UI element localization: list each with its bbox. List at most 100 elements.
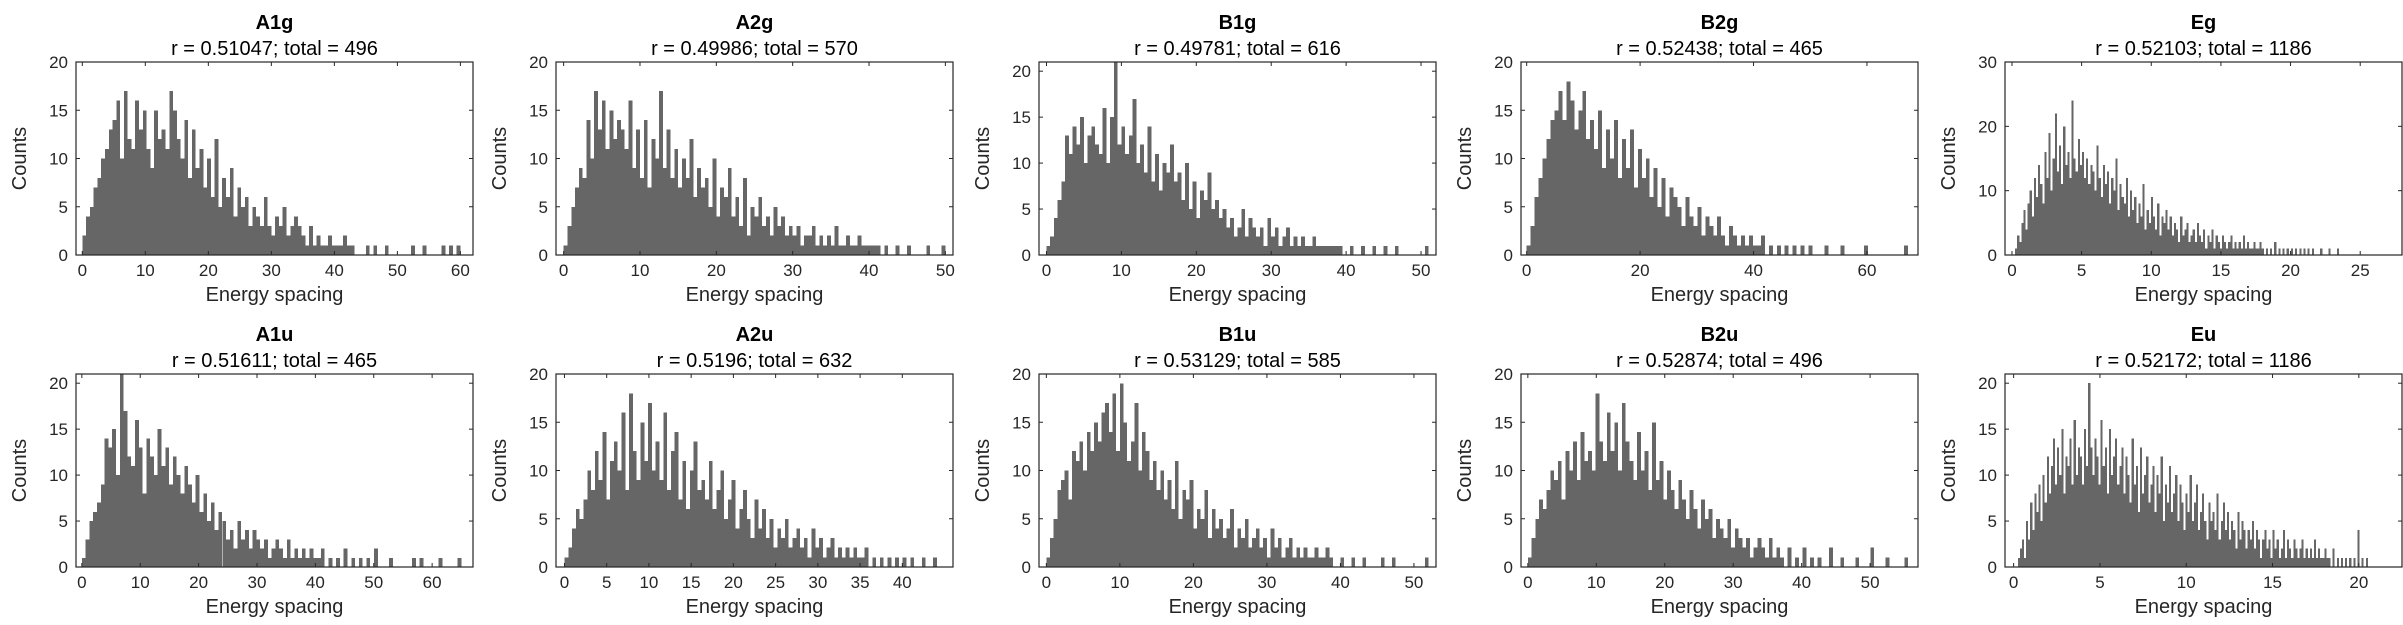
histogram-bar <box>2179 484 2182 567</box>
histogram-bar <box>1640 470 1645 567</box>
histogram-bar <box>2255 248 2258 255</box>
x-tick-label: 35 <box>851 573 870 592</box>
histogram-bar <box>621 412 626 567</box>
histogram-bar <box>1558 90 1563 255</box>
histogram-bar <box>2081 152 2085 255</box>
histogram-bar <box>282 557 287 567</box>
histogram-bar <box>2034 493 2037 567</box>
histogram-bar <box>1200 190 1204 255</box>
histogram-bar <box>366 557 371 567</box>
y-axis-label: Counts <box>1938 127 1960 190</box>
x-tick-label: 10 <box>136 261 155 280</box>
histogram-bar <box>2028 539 2031 567</box>
histogram-bar <box>2320 248 2323 255</box>
histogram-bar <box>2220 521 2223 567</box>
histogram-bar <box>2031 216 2034 255</box>
histogram-bar <box>1669 187 1674 255</box>
histogram-bar <box>2038 164 2041 255</box>
histogram-bar <box>2173 222 2176 255</box>
histogram-bar <box>1721 235 1726 255</box>
histogram-bar <box>1271 236 1275 255</box>
histogram-bar <box>282 206 287 255</box>
x-tick-label: 20 <box>199 261 218 280</box>
histogram-bar <box>613 441 618 567</box>
histogram-bar <box>2180 216 2183 255</box>
histogram-bar <box>1738 538 1743 567</box>
histogram-bar <box>842 245 847 255</box>
histogram-bar <box>350 245 355 255</box>
histogram-bar <box>724 518 728 567</box>
histogram-bar <box>784 518 789 567</box>
bars <box>2015 100 2339 255</box>
histogram-bar <box>104 148 109 255</box>
histogram-bar <box>826 547 831 567</box>
histogram-bar <box>1663 499 1668 567</box>
histogram-bar <box>1424 245 1429 255</box>
y-axis-label: Counts <box>489 127 511 190</box>
histogram-bar <box>2313 539 2317 567</box>
histogram-bar <box>2164 484 2167 567</box>
histogram-bar <box>2217 242 2220 255</box>
histogram-bar <box>1125 153 1129 255</box>
histogram-bar <box>1323 245 1328 255</box>
histogram-bar <box>674 148 679 255</box>
histogram-bar <box>165 148 170 255</box>
histogram-bar <box>1550 119 1555 256</box>
histogram-bar <box>173 110 177 255</box>
histogram-bar <box>2175 229 2179 255</box>
histogram-bar <box>769 518 774 567</box>
histogram-bar <box>1222 209 1227 255</box>
histogram-bar <box>1101 412 1106 567</box>
histogram-bar <box>2035 197 2039 255</box>
x-axis-label: Energy spacing <box>686 284 824 306</box>
y-tick-label: 15 <box>49 101 68 120</box>
histogram-bar <box>2303 248 2306 255</box>
histogram-bar <box>2186 222 2189 255</box>
histogram-bar <box>827 235 831 255</box>
histogram-bar <box>629 393 633 567</box>
histogram-bar <box>2272 530 2275 567</box>
histogram-bar <box>670 177 675 255</box>
histogram-bar <box>2055 484 2058 567</box>
y-tick-label: 0 <box>59 246 68 265</box>
histogram-bar <box>203 493 208 567</box>
histogram-bar <box>131 465 135 567</box>
histogram-bar <box>2236 248 2239 255</box>
histogram-bar <box>1121 126 1126 255</box>
histogram-bar <box>1590 119 1595 256</box>
histogram-bar <box>2071 100 2074 255</box>
histogram-bar <box>2244 248 2248 255</box>
histogram-bar <box>887 557 892 567</box>
histogram-bar <box>1182 489 1187 567</box>
histogram-bar <box>256 216 261 255</box>
histogram-bar <box>2222 502 2225 567</box>
histogram-bar <box>313 557 318 567</box>
histogram-bar <box>807 235 812 255</box>
histogram-bar <box>2182 235 2185 255</box>
histogram-bar <box>358 557 363 567</box>
histogram-bar <box>108 447 113 567</box>
x-tick-label: 40 <box>893 573 912 592</box>
histogram-bar <box>1599 441 1604 567</box>
histogram-bar <box>1304 245 1309 255</box>
histogram-bar <box>1241 538 1245 567</box>
histogram-bar <box>2086 465 2089 567</box>
histogram-bar <box>1097 441 1102 567</box>
histogram-bar <box>869 245 873 255</box>
x-tick-label: 40 <box>1792 573 1811 592</box>
histogram-bar <box>708 206 713 255</box>
histogram-bar <box>2048 132 2051 255</box>
x-tick-label: 20 <box>189 573 208 592</box>
histogram-bar <box>1072 451 1076 567</box>
histogram-bar <box>449 245 453 255</box>
histogram-a1g: 0 10 20 30 40 50 60 0 5 10 15 20 A1g r = 0.51047; tot… <box>9 12 474 306</box>
histogram-bar <box>115 475 120 567</box>
histogram-bar <box>685 177 690 255</box>
histogram-bar <box>2196 222 2199 255</box>
histogram-bar <box>1681 226 1686 255</box>
histogram-bar <box>1151 181 1156 255</box>
histogram-bar <box>575 509 580 567</box>
histogram-bar <box>1665 216 1670 255</box>
x-tick-label: 50 <box>364 573 383 592</box>
histogram-bar <box>2135 465 2138 567</box>
